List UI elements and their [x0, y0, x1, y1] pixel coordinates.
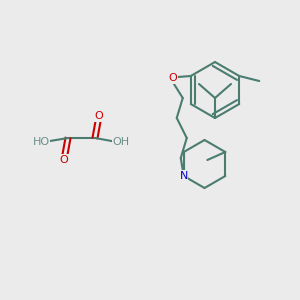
Text: N: N — [180, 171, 188, 181]
Text: HO: HO — [32, 137, 50, 147]
Text: OH: OH — [112, 137, 130, 147]
Text: O: O — [94, 111, 103, 121]
Text: O: O — [168, 73, 177, 83]
Text: O: O — [60, 155, 68, 165]
